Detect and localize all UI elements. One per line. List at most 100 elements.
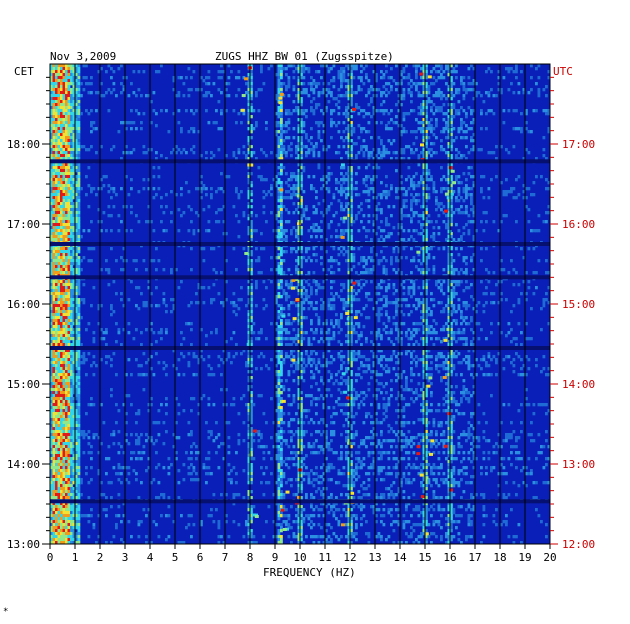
- heatmap-cell: [392, 79, 396, 83]
- heatmap-cell: [347, 88, 351, 92]
- heatmap-cell: [55, 85, 58, 89]
- heatmap-cell: [292, 190, 296, 194]
- heatmap-cell: [450, 139, 453, 143]
- heatmap-cell: [370, 88, 373, 92]
- heatmap-cell: [377, 208, 381, 212]
- heatmap-cell: [450, 148, 453, 152]
- heatmap-cell: [52, 265, 56, 269]
- heatmap-cell: [327, 175, 331, 179]
- heatmap-cell: [435, 151, 438, 155]
- heatmap-cell: [417, 163, 421, 167]
- heatmap-cell: [300, 337, 303, 341]
- heatmap-cell: [222, 304, 226, 308]
- heatmap-cell: [60, 133, 63, 137]
- heatmap-cell: [50, 268, 53, 272]
- heatmap-cell: [280, 112, 283, 116]
- heatmap-cell: [385, 325, 388, 329]
- heatmap-cell: [207, 229, 211, 233]
- heatmap-cell: [292, 337, 296, 341]
- heatmap-cell: [417, 121, 421, 125]
- heatmap-cell: [377, 283, 381, 287]
- heatmap-cell: [72, 217, 76, 221]
- heatmap-cell: [70, 298, 73, 302]
- heatmap-cell: [400, 238, 403, 242]
- heatmap-cell: [62, 232, 66, 236]
- heatmap-cell: [72, 64, 76, 68]
- heatmap-cell: [67, 142, 71, 146]
- heatmap-cell: [515, 220, 518, 224]
- heatmap-cell: [412, 328, 416, 332]
- heatmap-cell: [250, 136, 253, 140]
- heatmap-cell: [385, 82, 388, 86]
- heatmap-cell: [262, 190, 266, 194]
- heatmap-cell: [455, 175, 458, 179]
- heatmap-cell: [462, 211, 466, 215]
- heatmap-cell: [205, 91, 208, 95]
- heatmap-cell: [327, 223, 331, 227]
- heatmap-cell: [505, 148, 508, 152]
- heatmap-cell: [347, 217, 351, 221]
- heatmap-cell: [480, 148, 483, 152]
- heatmap-cell: [300, 220, 303, 224]
- heatmap-cell: [342, 73, 346, 77]
- heatmap-cell: [80, 145, 83, 149]
- heatmap-cell: [327, 304, 331, 308]
- heatmap-cell: [200, 286, 203, 290]
- heatmap-cell: [537, 259, 541, 263]
- heatmap-cell: [357, 262, 361, 266]
- heatmap-cell: [262, 280, 266, 284]
- heatmap-cell: [270, 256, 273, 260]
- heatmap-cell: [415, 118, 418, 122]
- heatmap-cell: [355, 91, 358, 95]
- heatmap-cell: [460, 247, 463, 251]
- heatmap-cell: [472, 67, 476, 71]
- heatmap-cell: [520, 247, 523, 251]
- heatmap-cell: [75, 163, 78, 167]
- heatmap-cell: [52, 232, 56, 236]
- heatmap-cell: [50, 304, 53, 308]
- heatmap-cell: [337, 130, 341, 134]
- heatmap-cell: [525, 121, 528, 125]
- heatmap-cell: [60, 175, 63, 179]
- heatmap-cell: [375, 217, 378, 221]
- heatmap-cell: [75, 301, 78, 305]
- heatmap-cell: [390, 262, 393, 266]
- heatmap-cell: [287, 85, 291, 89]
- heatmap-cell: [395, 310, 398, 314]
- heatmap-cell: [432, 76, 436, 80]
- heatmap-cell: [220, 301, 223, 305]
- heatmap-cell: [60, 307, 63, 311]
- heatmap-cell: [410, 271, 413, 275]
- heatmap-cell: [65, 256, 68, 260]
- heatmap-cell: [340, 328, 343, 332]
- heatmap-cell: [225, 109, 228, 113]
- heatmap-cell: [297, 226, 301, 230]
- heatmap-cell: [122, 259, 126, 263]
- heatmap-cell: [145, 328, 148, 332]
- heatmap-cell: [427, 172, 431, 176]
- heatmap-cell: [197, 229, 201, 233]
- heatmap-cell: [300, 184, 303, 188]
- heatmap-cell: [65, 319, 68, 323]
- heatmap-cell: [415, 136, 418, 140]
- heatmap-cell: [300, 124, 303, 128]
- heatmap-cell: [55, 187, 58, 191]
- heatmap-cell: [130, 151, 133, 155]
- heatmap-cell: [450, 154, 453, 158]
- heatmap-cell: [297, 349, 301, 353]
- heatmap-cell: [507, 271, 511, 275]
- heatmap-cell: [495, 157, 498, 161]
- heatmap-cell: [210, 301, 213, 305]
- heatmap-cell: [510, 310, 513, 314]
- heatmap-cell: [307, 175, 311, 179]
- heatmap-cell: [290, 196, 293, 200]
- heatmap-cell: [425, 226, 428, 230]
- heatmap-cell: [445, 214, 448, 218]
- heatmap-cell: [375, 301, 378, 305]
- heatmap-cell: [277, 343, 281, 347]
- heatmap-cell: [67, 235, 71, 239]
- heatmap-cell: [72, 211, 76, 215]
- heatmap-cell: [75, 115, 78, 119]
- heatmap-cell: [337, 106, 341, 110]
- heatmap-cell: [87, 205, 91, 209]
